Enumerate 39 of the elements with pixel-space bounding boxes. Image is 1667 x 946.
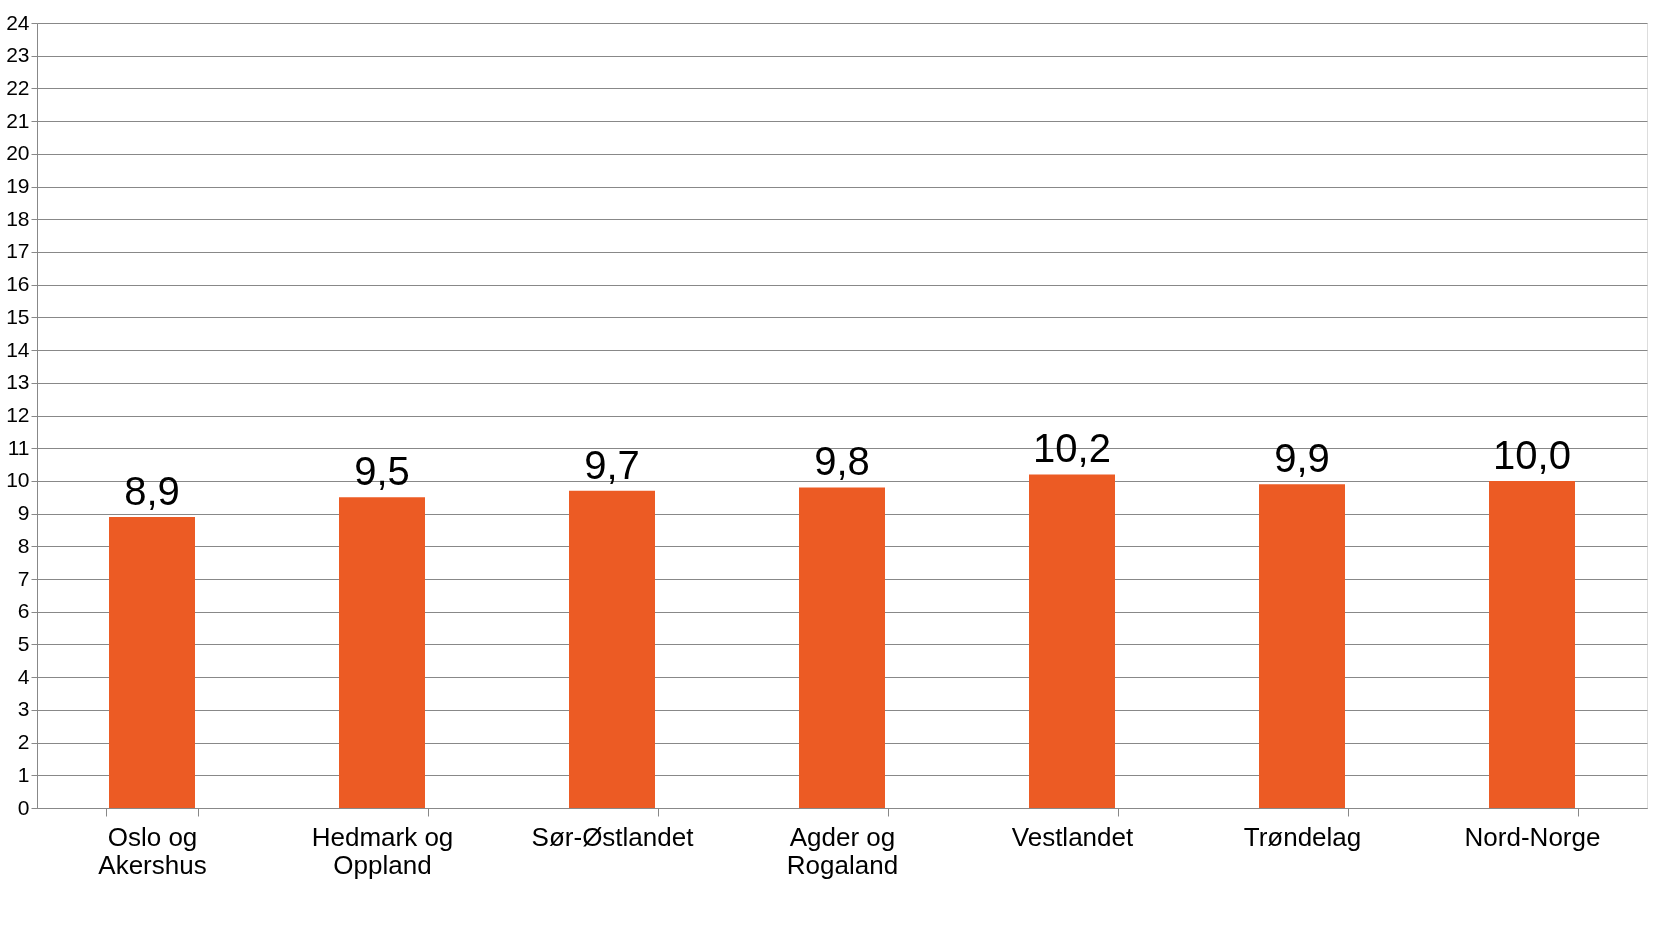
- y-tick-label: 2: [17, 730, 30, 754]
- y-tick-label: 14: [6, 337, 30, 361]
- y-tick-label: 4: [17, 664, 30, 688]
- y-tick-label: 6: [17, 599, 30, 623]
- y-tick-label: 16: [6, 272, 30, 296]
- y-tick-label: 13: [6, 370, 30, 394]
- data-label: 9,5: [354, 449, 410, 494]
- data-label: 10,0: [1493, 432, 1571, 477]
- y-tick-label: 19: [6, 174, 30, 198]
- data-label: 9,7: [584, 442, 640, 487]
- data-label: 8,9: [124, 468, 180, 513]
- x-tick-label: Oslo og Akershus: [98, 821, 207, 880]
- y-tick-label: 20: [6, 141, 30, 165]
- y-tick-label: 18: [6, 206, 30, 230]
- y-tick-label: 17: [6, 239, 30, 263]
- data-label: 10,2: [1033, 426, 1111, 471]
- y-tick-label: 5: [17, 631, 30, 655]
- x-tick-label: Sør-Østlandet: [531, 821, 695, 852]
- x-tick-label: Vestlandet: [1011, 821, 1134, 852]
- x-tick-label: Agder og Rogaland: [786, 821, 899, 880]
- y-tick-label: 21: [6, 108, 30, 132]
- y-tick-label: 24: [6, 10, 30, 34]
- y-tick-label: 0: [17, 795, 30, 819]
- y-tick-label: 11: [7, 435, 30, 459]
- data-label: 9,9: [1274, 436, 1330, 481]
- y-tick-label: 15: [6, 304, 30, 328]
- y-tick-label: 10: [6, 468, 30, 492]
- x-tick-label: Trøndelag: [1243, 821, 1362, 852]
- y-tick-label: 9: [17, 501, 30, 525]
- y-tick-label: 7: [17, 566, 30, 590]
- y-tick-label: 8: [17, 533, 30, 557]
- y-tick-label: 23: [6, 43, 30, 67]
- y-tick-label: 3: [17, 697, 30, 721]
- y-tick-label: 22: [6, 75, 30, 99]
- x-tick-label: Nord-Norge: [1464, 821, 1601, 852]
- y-tick-label: 1: [17, 762, 30, 786]
- x-tick-label: Hedmark og Oppland: [311, 821, 454, 880]
- data-label: 9,8: [814, 439, 870, 484]
- y-tick-label: 12: [6, 403, 30, 426]
